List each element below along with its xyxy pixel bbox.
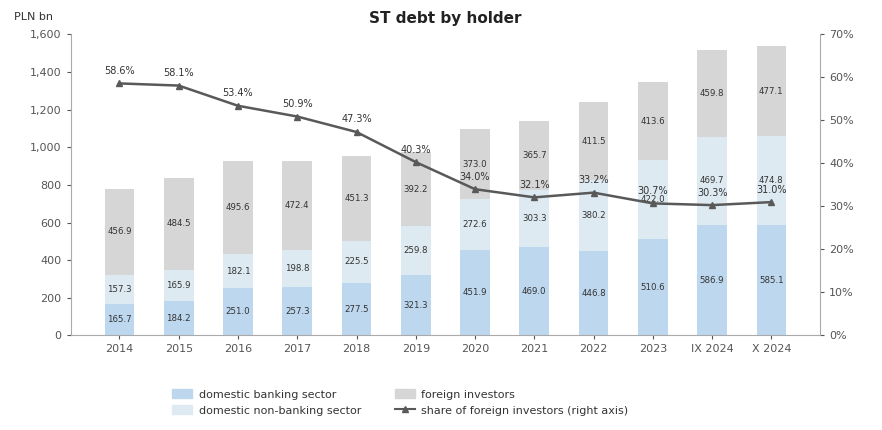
Text: 30.7%: 30.7% [638, 186, 669, 196]
Bar [519, 190, 549, 247]
Bar [105, 189, 134, 275]
Legend: domestic banking sector, domestic non-banking sector, foreign investors, share o: domestic banking sector, domestic non-ba… [172, 389, 629, 415]
Text: 451.9: 451.9 [463, 289, 487, 298]
Bar [698, 225, 727, 335]
Bar [282, 249, 312, 287]
Bar [223, 161, 253, 254]
Text: 392.2: 392.2 [404, 185, 428, 194]
Text: 380.2: 380.2 [581, 211, 606, 220]
Text: 303.3: 303.3 [522, 214, 547, 223]
Text: 469.7: 469.7 [699, 176, 724, 185]
Bar [579, 180, 609, 252]
Text: 257.3: 257.3 [285, 307, 310, 316]
Bar [638, 240, 668, 335]
Text: 58.6%: 58.6% [104, 66, 135, 76]
Bar [341, 241, 371, 283]
Bar [401, 152, 430, 226]
Text: 456.9: 456.9 [108, 227, 131, 236]
Bar [757, 136, 786, 225]
Text: 365.7: 365.7 [522, 151, 547, 160]
Text: 225.5: 225.5 [344, 258, 369, 267]
Text: 198.8: 198.8 [285, 264, 310, 273]
Text: 58.1%: 58.1% [163, 68, 194, 78]
Text: 586.9: 586.9 [699, 276, 724, 285]
Text: 451.3: 451.3 [344, 194, 369, 203]
Text: 157.3: 157.3 [107, 285, 131, 294]
Text: 585.1: 585.1 [759, 276, 784, 285]
Text: 459.8: 459.8 [699, 89, 724, 98]
Text: 182.1: 182.1 [226, 267, 250, 276]
Bar [638, 160, 668, 240]
Bar [164, 301, 193, 335]
Bar [460, 129, 490, 199]
Bar [757, 225, 786, 335]
Bar [579, 102, 609, 180]
Text: 472.4: 472.4 [285, 201, 310, 210]
Text: 251.0: 251.0 [226, 307, 250, 316]
Bar [341, 156, 371, 241]
Bar [638, 82, 668, 160]
Text: 184.2: 184.2 [167, 313, 191, 322]
Bar [698, 137, 727, 225]
Text: 50.9%: 50.9% [282, 99, 312, 109]
Text: 411.5: 411.5 [581, 137, 606, 146]
Text: 40.3%: 40.3% [400, 144, 431, 155]
Text: 47.3%: 47.3% [341, 114, 372, 125]
Text: 34.0%: 34.0% [460, 172, 490, 181]
Text: PLN bn: PLN bn [14, 12, 53, 22]
Text: 272.6: 272.6 [463, 220, 488, 229]
Bar [223, 254, 253, 288]
Title: ST debt by holder: ST debt by holder [370, 11, 521, 26]
Bar [757, 46, 786, 136]
Text: 32.1%: 32.1% [519, 180, 549, 190]
Bar [105, 275, 134, 304]
Text: 33.2%: 33.2% [579, 175, 609, 185]
Text: 477.1: 477.1 [759, 86, 784, 95]
Text: 484.5: 484.5 [167, 219, 191, 228]
Bar [519, 247, 549, 335]
Text: 31.0%: 31.0% [756, 184, 787, 194]
Text: 53.4%: 53.4% [222, 88, 253, 98]
Text: 474.8: 474.8 [759, 176, 784, 185]
Text: 510.6: 510.6 [640, 283, 665, 292]
Text: 30.3%: 30.3% [697, 187, 728, 197]
Bar [519, 121, 549, 190]
Text: 277.5: 277.5 [344, 305, 369, 314]
Text: 321.3: 321.3 [403, 301, 428, 310]
Text: 446.8: 446.8 [581, 289, 606, 298]
Bar [105, 304, 134, 335]
Bar [223, 288, 253, 335]
Bar [282, 287, 312, 335]
Bar [164, 178, 193, 270]
Bar [164, 270, 193, 301]
Bar [401, 275, 430, 335]
Bar [282, 161, 312, 249]
Bar [341, 283, 371, 335]
Text: 165.7: 165.7 [107, 315, 131, 324]
Bar [401, 226, 430, 275]
Text: 413.6: 413.6 [640, 117, 665, 126]
Text: 422.0: 422.0 [640, 195, 665, 204]
Text: 165.9: 165.9 [167, 281, 191, 290]
Bar [460, 199, 490, 250]
Bar [460, 250, 490, 335]
Bar [579, 252, 609, 335]
Text: 259.8: 259.8 [404, 246, 428, 255]
Text: 495.6: 495.6 [226, 203, 250, 212]
Text: 373.0: 373.0 [463, 160, 488, 169]
Text: 469.0: 469.0 [522, 287, 547, 296]
Bar [698, 50, 727, 137]
